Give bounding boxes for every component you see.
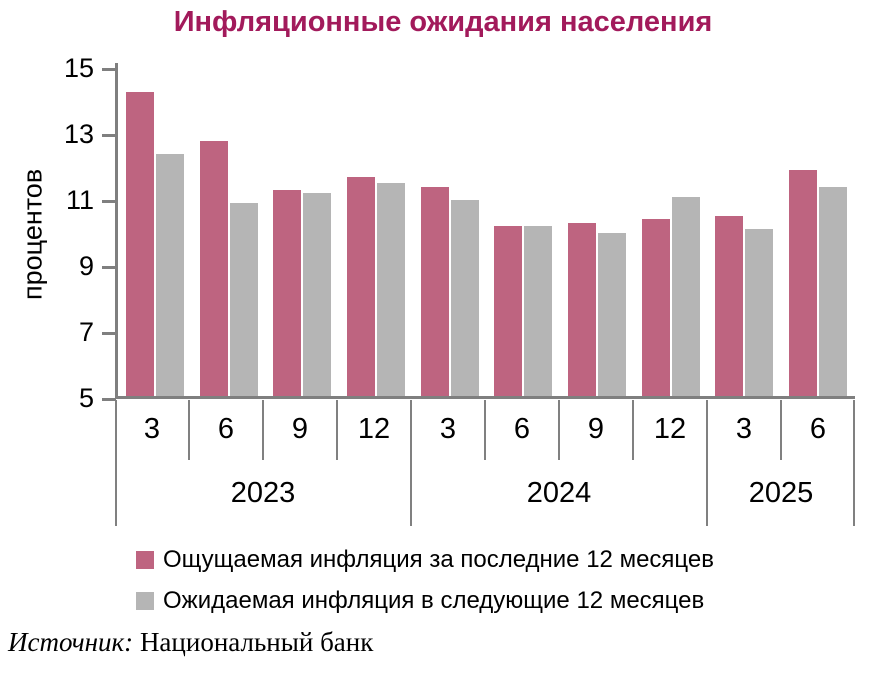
perceived-inflation-bar	[789, 170, 818, 396]
x-axis-block: 3 6 9 12 3 6 9 12 3 6 2023 2024 2025	[115, 400, 855, 526]
bar-group	[265, 69, 339, 396]
year-divider-line	[115, 400, 117, 526]
month-label: 6	[217, 413, 235, 445]
y-tick-label: 5	[78, 383, 94, 413]
perceived-inflation-bar	[199, 140, 228, 396]
y-tick-mark	[102, 398, 116, 401]
y-tick-mark	[102, 134, 116, 137]
expected-inflation-bar	[155, 154, 184, 396]
legend-label-expected: Ожидаемая инфляция в следующие 12 месяце…	[163, 587, 705, 614]
legend: Ощущаемая инфляция за последние 12 месяц…	[136, 546, 714, 628]
month-label: 9	[291, 413, 309, 445]
perceived-inflation-bar	[494, 225, 523, 396]
chart-title: Инфляционные ожидания населения	[173, 6, 713, 38]
y-tick-mark	[102, 200, 116, 203]
bar-group	[118, 69, 192, 396]
y-tick-label: 15	[63, 53, 94, 83]
month-label: 9	[587, 413, 605, 445]
perceived-inflation-bar	[273, 190, 302, 396]
legend-row-expected: Ожидаемая инфляция в следующие 12 месяце…	[136, 587, 714, 615]
month-label: 3	[143, 413, 161, 445]
year-divider-line	[706, 400, 708, 526]
legend-row-perceived: Ощущаемая инфляция за последние 12 месяц…	[136, 546, 714, 574]
expected-inflation-bar	[376, 183, 405, 396]
expected-inflation-bar	[450, 199, 479, 396]
y-tick-label: 11	[65, 185, 94, 215]
year-divider-line	[853, 400, 855, 526]
perceived-inflation-swatch-icon	[136, 551, 154, 569]
expected-inflation-bar	[819, 186, 848, 396]
month-label: 3	[439, 413, 457, 445]
bar-group	[413, 69, 487, 396]
month-label: 12	[653, 413, 687, 445]
bar-group	[634, 69, 708, 396]
expected-inflation-bar	[671, 196, 700, 396]
expected-inflation-swatch-icon	[136, 592, 154, 610]
y-tick-mark	[102, 266, 116, 269]
y-axis-line-cap	[115, 63, 118, 69]
legend-label-perceived: Ощущаемая инфляция за последние 12 месяц…	[163, 546, 714, 573]
source-line: Источник: Национальный банк	[8, 627, 373, 658]
expected-inflation-bar	[524, 225, 553, 396]
month-divider-line	[262, 400, 264, 460]
expected-inflation-bar	[303, 193, 332, 396]
year-label: 2025	[748, 477, 814, 509]
month-labels-row: 3 6 9 12 3 6 9 12 3 6	[115, 400, 855, 460]
expected-inflation-bar	[598, 232, 627, 396]
expected-inflation-bar	[745, 229, 774, 396]
year-label: 2024	[526, 477, 592, 509]
perceived-inflation-bar	[715, 216, 744, 396]
month-label: 3	[735, 413, 753, 445]
year-label: 2023	[230, 477, 296, 509]
month-divider-line	[484, 400, 486, 460]
y-tick-mark	[102, 332, 116, 335]
plot-area	[115, 69, 855, 399]
bar-group	[192, 69, 266, 396]
bar-group	[487, 69, 561, 396]
perceived-inflation-bar	[420, 186, 449, 396]
y-tick-label: 9	[78, 251, 94, 281]
month-label: 12	[357, 413, 391, 445]
perceived-inflation-bar	[125, 91, 154, 396]
source-prefix: Источник:	[8, 627, 134, 657]
month-divider-line	[558, 400, 560, 460]
year-labels-row: 2023 2024 2025	[115, 460, 855, 526]
perceived-inflation-bar	[346, 176, 375, 396]
month-divider-line	[780, 400, 782, 460]
month-divider-line	[188, 400, 190, 460]
y-tick-label: 13	[63, 119, 94, 149]
month-label: 6	[513, 413, 531, 445]
expected-inflation-bar	[229, 203, 258, 396]
year-divider-line	[410, 400, 412, 526]
source-text: Национальный банк	[139, 627, 374, 657]
y-tick-mark	[102, 68, 116, 71]
month-label: 6	[809, 413, 827, 445]
perceived-inflation-bar	[641, 219, 670, 396]
y-tick-label: 7	[78, 317, 94, 347]
perceived-inflation-bar	[568, 222, 597, 396]
month-divider-line	[336, 400, 338, 460]
month-divider-line	[632, 400, 634, 460]
bar-group	[781, 69, 855, 396]
bar-group	[560, 69, 634, 396]
bar-group	[708, 69, 782, 396]
bar-group	[339, 69, 413, 396]
